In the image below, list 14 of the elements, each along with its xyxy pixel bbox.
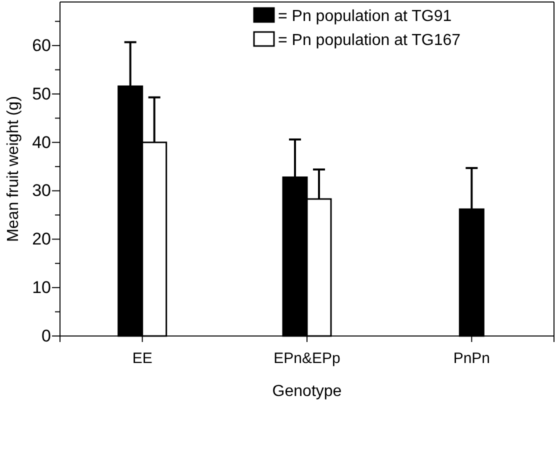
x-tick-label: PnPn	[453, 350, 490, 367]
x-tick-label: EPn&EPp	[274, 350, 340, 367]
y-tick-label: 20	[32, 230, 51, 249]
y-axis-title: Mean fruit weight (g)	[5, 96, 22, 242]
y-tick-label: 40	[32, 132, 51, 152]
y-tick-label: 0	[42, 326, 51, 346]
y-tick-label: 10	[32, 278, 51, 298]
legend-label: = Pn population at TG167	[278, 32, 461, 49]
x-axis-title: Genotype	[272, 383, 342, 400]
y-tick-label: 60	[32, 36, 51, 56]
y-tick-label: 50	[32, 84, 51, 104]
x-tick-label: EE	[132, 350, 152, 367]
legend-label: = Pn population at TG91	[278, 8, 452, 25]
y-tick-label: 30	[32, 181, 51, 200]
